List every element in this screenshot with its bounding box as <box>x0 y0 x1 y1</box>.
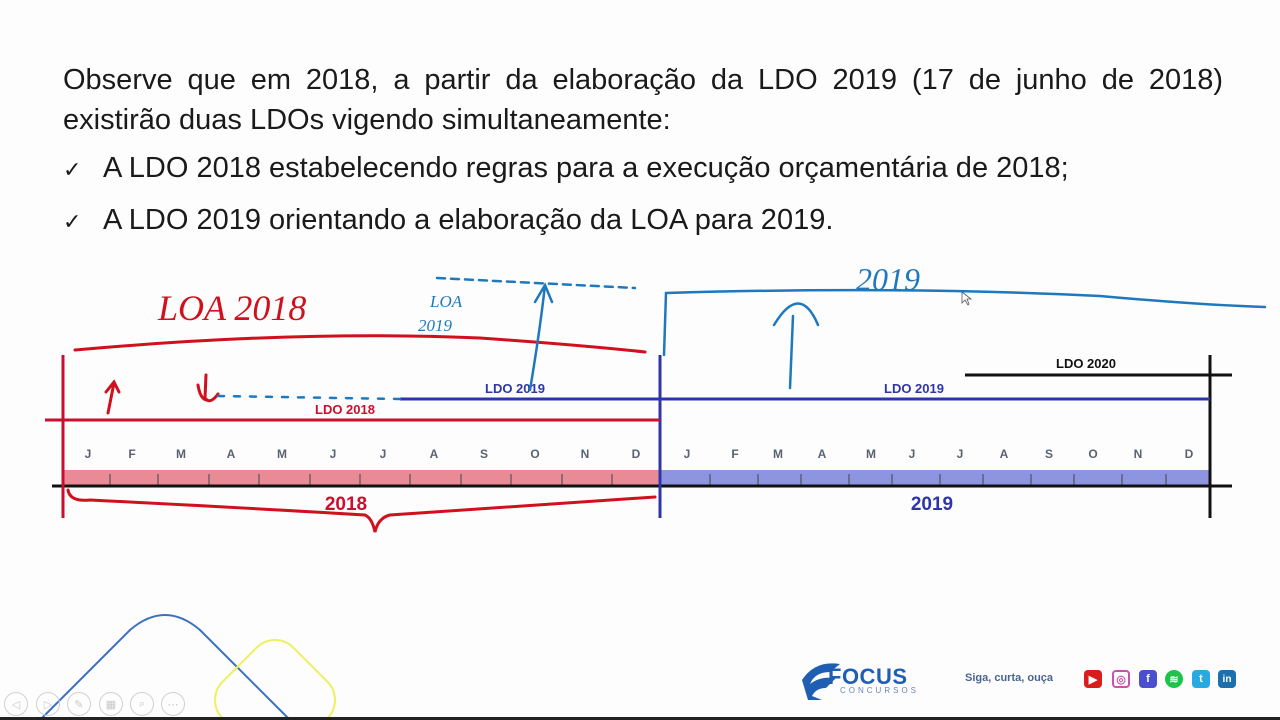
facebook-icon[interactable]: f <box>1139 670 1157 688</box>
linkedin-icon[interactable]: in <box>1218 670 1236 688</box>
red-annotations <box>66 334 657 533</box>
blue-annotations <box>216 276 1267 401</box>
spotify-icon[interactable]: ≋ <box>1165 670 1183 688</box>
mouse-cursor-icon <box>961 291 973 306</box>
svg-text:F: F <box>128 447 135 461</box>
svg-text:A: A <box>818 447 827 461</box>
svg-text:J: J <box>330 447 337 461</box>
handwritten-loa-year: 2019 <box>418 316 453 335</box>
svg-text:A: A <box>430 447 439 461</box>
decor-yellow-shape <box>214 639 336 720</box>
handwritten-loa-2018: LOA 2018 <box>157 288 306 328</box>
bullet-text: A LDO 2018 estabelecendo regras para a e… <box>103 152 1069 184</box>
svg-text:J: J <box>957 447 964 461</box>
svg-text:M: M <box>866 447 876 461</box>
decor-blue-shape <box>39 614 291 720</box>
svg-text:N: N <box>1134 447 1143 461</box>
svg-text:O: O <box>1088 447 1097 461</box>
svg-text:M: M <box>773 447 783 461</box>
bullet-ldo-2018: ✓ A LDO 2018 estabelecendo regras para a … <box>63 152 1069 185</box>
svg-text:J: J <box>684 447 691 461</box>
bullet-ldo-2019: ✓ A LDO 2019 orientando a elaboração da L… <box>63 204 833 237</box>
more-options-button[interactable]: ⋯ <box>161 692 185 716</box>
slides-grid-button[interactable]: ▦ <box>99 692 123 716</box>
next-slide-button[interactable]: ▷ <box>36 692 60 716</box>
svg-text:J: J <box>85 447 92 461</box>
ldo-2020-label: LDO 2020 <box>1056 356 1116 371</box>
twitter-icon[interactable]: t <box>1192 670 1210 688</box>
year-2019-label: 2019 <box>911 494 953 515</box>
svg-text:M: M <box>176 447 186 461</box>
month-ticks <box>109 474 1167 486</box>
svg-text:J: J <box>380 447 387 461</box>
focus-logo-icon <box>802 663 840 700</box>
year-2018-label: 2018 <box>325 494 367 515</box>
previous-slide-button[interactable]: ◁ <box>4 692 28 716</box>
brand-name: FOCUS <box>828 664 908 689</box>
pen-tool-button[interactable]: ✎ <box>67 692 91 716</box>
svg-text:S: S <box>1045 447 1053 461</box>
handwritten-2019: 2019 <box>856 261 920 297</box>
instagram-icon[interactable]: ◎ <box>1112 670 1130 688</box>
svg-text:S: S <box>480 447 488 461</box>
brand-subtitle: CONCURSOS <box>840 686 920 695</box>
svg-text:O: O <box>530 447 539 461</box>
bullet-text: A LDO 2019 orientando a elaboração da LO… <box>103 204 834 236</box>
svg-text:A: A <box>227 447 236 461</box>
youtube-icon[interactable]: ▶ <box>1084 670 1102 688</box>
checkmark-icon: ✓ <box>63 158 82 183</box>
svg-text:F: F <box>731 447 738 461</box>
svg-text:D: D <box>1185 447 1194 461</box>
ldo-2019-label-2019: LDO 2019 <box>884 381 944 396</box>
svg-text:M: M <box>277 447 287 461</box>
svg-text:A: A <box>1000 447 1009 461</box>
checkmark-icon: ✓ <box>63 210 82 235</box>
svg-text:D: D <box>632 447 641 461</box>
bottom-border <box>0 717 1280 720</box>
handwritten-loa-label: LOA <box>429 292 463 311</box>
intro-paragraph: Observe que em 2018, a partir da elabora… <box>63 64 1223 136</box>
ldo-2018-label: LDO 2018 <box>315 402 375 417</box>
ldo-2019-label-2018: LDO 2019 <box>485 381 545 396</box>
svg-text:N: N <box>581 447 590 461</box>
slogan: Siga, curta, ouça <box>965 672 1054 684</box>
svg-text:J: J <box>909 447 916 461</box>
zoom-button[interactable]: ⌕ <box>130 692 154 716</box>
bar-2019 <box>660 470 1210 486</box>
bar-2018 <box>64 470 660 486</box>
